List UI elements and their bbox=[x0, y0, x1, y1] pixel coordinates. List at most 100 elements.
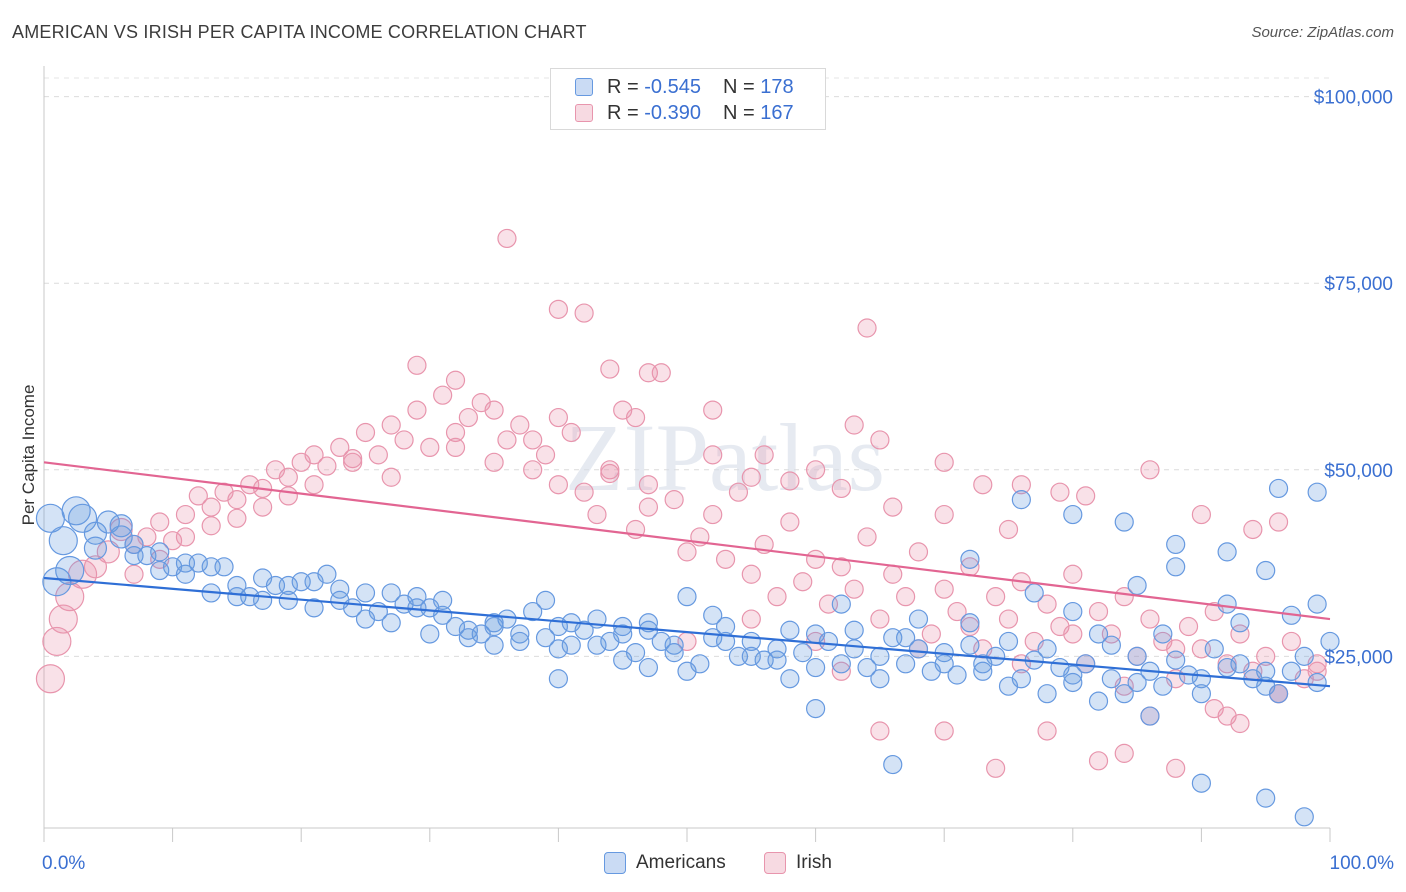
data-point-irish bbox=[741, 467, 761, 487]
data-point-irish bbox=[754, 445, 774, 465]
data-point-irish bbox=[703, 400, 723, 420]
data-point-americans bbox=[150, 542, 170, 562]
data-point-americans bbox=[677, 661, 697, 681]
data-point-irish bbox=[433, 385, 453, 405]
data-point-irish bbox=[407, 400, 427, 420]
data-point-americans bbox=[741, 646, 761, 666]
data-point-americans bbox=[934, 654, 954, 674]
data-point-americans bbox=[1063, 665, 1083, 685]
data-point-irish bbox=[317, 456, 337, 476]
americans-swatch bbox=[575, 78, 593, 96]
data-point-americans bbox=[1281, 661, 1302, 681]
data-point-americans bbox=[844, 639, 864, 659]
data-point-americans bbox=[780, 620, 800, 640]
legend-label: Americans bbox=[636, 852, 726, 873]
data-point-irish bbox=[1088, 751, 1109, 771]
data-point-americans bbox=[214, 557, 234, 577]
data-point-irish bbox=[1088, 601, 1109, 622]
data-point-irish bbox=[497, 430, 517, 450]
data-point-americans bbox=[1166, 557, 1186, 577]
data-point-irish bbox=[445, 437, 466, 458]
data-point-irish bbox=[407, 355, 427, 375]
data-point-americans bbox=[818, 631, 839, 652]
data-point-irish bbox=[1114, 743, 1134, 763]
data-point-irish bbox=[831, 661, 851, 681]
data-point-irish bbox=[1011, 475, 1031, 495]
data-point-americans bbox=[805, 698, 826, 719]
data-point-americans bbox=[1217, 594, 1237, 614]
data-point-irish bbox=[908, 542, 929, 562]
data-point-americans bbox=[124, 534, 144, 555]
data-point-americans bbox=[42, 567, 72, 597]
data-point-americans bbox=[1191, 669, 1212, 689]
data-point-americans bbox=[1166, 534, 1186, 555]
data-point-irish bbox=[1230, 624, 1250, 644]
data-point-americans bbox=[150, 560, 170, 581]
data-point-americans bbox=[664, 643, 684, 663]
data-point-irish bbox=[1037, 721, 1057, 741]
data-point-americans bbox=[1191, 773, 1212, 793]
data-point-americans bbox=[1088, 691, 1109, 711]
data-point-americans bbox=[638, 613, 659, 633]
data-point-irish bbox=[227, 508, 247, 528]
data-point-irish bbox=[1281, 631, 1302, 652]
data-point-irish bbox=[844, 415, 864, 435]
x-tick-label: 100.0% bbox=[1330, 853, 1395, 874]
data-point-americans bbox=[1011, 490, 1031, 510]
data-point-irish bbox=[381, 467, 401, 487]
data-point-irish bbox=[548, 299, 569, 319]
data-point-americans bbox=[677, 587, 697, 607]
data-point-americans bbox=[109, 514, 133, 538]
data-point-americans bbox=[458, 620, 478, 640]
data-point-irish bbox=[381, 415, 401, 435]
data-point-irish bbox=[445, 422, 466, 443]
data-point-americans bbox=[973, 654, 993, 674]
data-point-americans bbox=[805, 657, 826, 678]
data-point-irish bbox=[921, 624, 941, 644]
watermark: ZIPatlas bbox=[565, 404, 885, 511]
data-point-americans bbox=[484, 616, 504, 637]
data-point-irish bbox=[42, 626, 72, 657]
data-point-irish bbox=[201, 516, 221, 536]
data-point-irish bbox=[831, 478, 851, 499]
data-point-irish bbox=[600, 463, 620, 484]
legend-item-irish[interactable]: Irish bbox=[764, 852, 832, 874]
data-point-irish bbox=[715, 549, 736, 569]
data-point-americans bbox=[278, 575, 298, 596]
data-point-irish bbox=[484, 452, 504, 472]
data-point-irish bbox=[1166, 639, 1186, 659]
data-point-irish bbox=[780, 512, 800, 532]
data-point-irish bbox=[896, 587, 916, 607]
data-point-americans bbox=[587, 635, 607, 655]
tick-labels: $25,000 $50,000 $75,000 $100,000 0.0% 100.0% bbox=[42, 88, 1394, 874]
y-axis-label: Per Capita Income bbox=[19, 385, 38, 526]
legend-stats: R = -0.545 N = 178 R = -0.390 N = 167 bbox=[550, 68, 826, 130]
data-point-irish bbox=[548, 407, 569, 428]
data-point-irish bbox=[600, 359, 620, 379]
data-point-americans bbox=[548, 639, 569, 659]
data-point-irish bbox=[703, 504, 723, 525]
data-point-americans bbox=[445, 616, 466, 637]
data-point-irish bbox=[703, 445, 723, 465]
data-point-irish bbox=[780, 471, 800, 491]
data-point-americans bbox=[896, 654, 916, 674]
data-point-irish bbox=[355, 422, 376, 443]
data-point-irish bbox=[227, 490, 247, 510]
data-point-americans bbox=[67, 503, 98, 533]
data-point-irish bbox=[986, 758, 1006, 778]
data-point-irish bbox=[240, 475, 260, 495]
data-point-americans bbox=[960, 549, 980, 569]
data-point-americans bbox=[870, 669, 890, 689]
data-point-americans bbox=[831, 594, 851, 614]
data-point-americans bbox=[433, 605, 453, 625]
data-point-irish bbox=[394, 430, 414, 450]
data-point-americans bbox=[1166, 650, 1186, 670]
data-point-irish bbox=[445, 370, 466, 390]
data-point-irish bbox=[96, 540, 120, 564]
data-point-irish bbox=[1114, 587, 1134, 607]
data-point-irish bbox=[870, 430, 890, 450]
data-point-americans bbox=[1063, 672, 1083, 693]
legend-item-americans[interactable]: Americans bbox=[604, 852, 726, 874]
data-point-irish bbox=[1166, 758, 1186, 778]
axes bbox=[43, 66, 1331, 842]
